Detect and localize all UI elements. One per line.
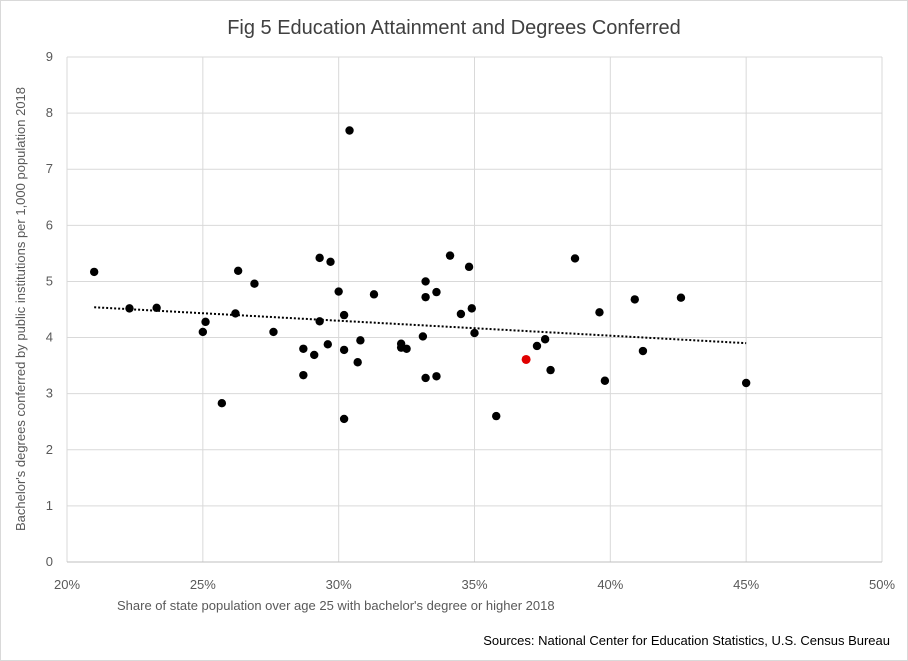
data-point <box>326 257 335 267</box>
data-point <box>233 266 243 275</box>
data-point <box>356 336 365 345</box>
data-point <box>432 287 441 297</box>
y-tick-label: 8 <box>46 105 53 120</box>
data-point <box>421 277 430 286</box>
data-point <box>353 358 362 367</box>
data-point <box>741 378 751 388</box>
trendline-layer <box>94 306 747 345</box>
data-point <box>456 309 466 319</box>
data-point <box>299 370 308 380</box>
data-point <box>198 327 208 337</box>
y-tick-label: 0 <box>46 554 53 569</box>
data-point <box>600 376 610 385</box>
y-tick-label: 5 <box>46 273 53 288</box>
data-point <box>152 303 161 313</box>
data-point <box>323 340 332 349</box>
data-point <box>540 335 550 344</box>
data-point <box>89 267 99 277</box>
y-tick-label: 6 <box>46 217 53 232</box>
data-point <box>630 295 639 304</box>
data-point <box>125 304 134 313</box>
data-point <box>250 279 259 288</box>
data-point <box>418 332 428 341</box>
y-axis-title: Bachelor's degrees conferred by public i… <box>13 87 28 531</box>
data-point <box>369 290 379 299</box>
axes <box>66 57 882 563</box>
data-point <box>334 287 343 296</box>
data-point <box>464 262 474 272</box>
y-tick-label: 1 <box>46 498 53 513</box>
data-point <box>402 344 411 353</box>
x-tick-label: 20% <box>54 577 80 592</box>
y-tick-label: 2 <box>46 442 53 457</box>
data-point <box>421 292 430 302</box>
y-tick-label: 9 <box>46 49 53 64</box>
data-point <box>595 308 604 317</box>
data-point <box>217 399 227 408</box>
x-tick-label: 45% <box>733 577 759 592</box>
data-point <box>570 254 580 263</box>
data-point <box>432 372 441 381</box>
y-tick-label: 7 <box>46 161 53 176</box>
source-note: Sources: National Center for Education S… <box>483 633 890 648</box>
data-points <box>89 126 751 424</box>
x-tick-label: 50% <box>869 577 895 592</box>
data-point <box>676 293 686 302</box>
data-point <box>421 373 430 383</box>
x-tick-label: 40% <box>597 577 623 592</box>
data-point <box>467 304 476 313</box>
gridlines <box>67 56 883 562</box>
data-point <box>492 411 501 421</box>
data-point <box>269 327 278 337</box>
tick-labels: 0 1 2 3 4 5 6 7 8 9 20% 25% 30% 35% 40% 45% 50% <box>46 49 896 592</box>
y-tick-label: 3 <box>46 386 53 401</box>
data-point <box>445 251 455 260</box>
highlighted-data-point <box>521 354 531 364</box>
chart-title: Fig 5 Education Attainment and Degrees C… <box>227 17 681 39</box>
y-tick-label: 4 <box>46 330 53 345</box>
data-point <box>315 317 324 326</box>
x-tick-label: 30% <box>326 577 352 592</box>
data-point <box>345 126 354 135</box>
data-point <box>315 253 324 263</box>
data-point <box>532 341 542 351</box>
data-point <box>299 344 308 353</box>
x-axis-title: Share of state population over age 25 wi… <box>117 598 555 613</box>
data-point <box>339 414 349 424</box>
data-point <box>546 365 555 375</box>
data-point <box>470 328 479 338</box>
data-point <box>231 309 240 318</box>
data-point <box>638 346 648 356</box>
data-point <box>310 350 319 360</box>
data-point <box>339 345 349 355</box>
data-point <box>339 310 349 320</box>
data-point <box>201 317 210 327</box>
x-tick-label: 35% <box>461 577 487 592</box>
trendline <box>94 306 747 345</box>
x-tick-label: 25% <box>190 577 216 592</box>
